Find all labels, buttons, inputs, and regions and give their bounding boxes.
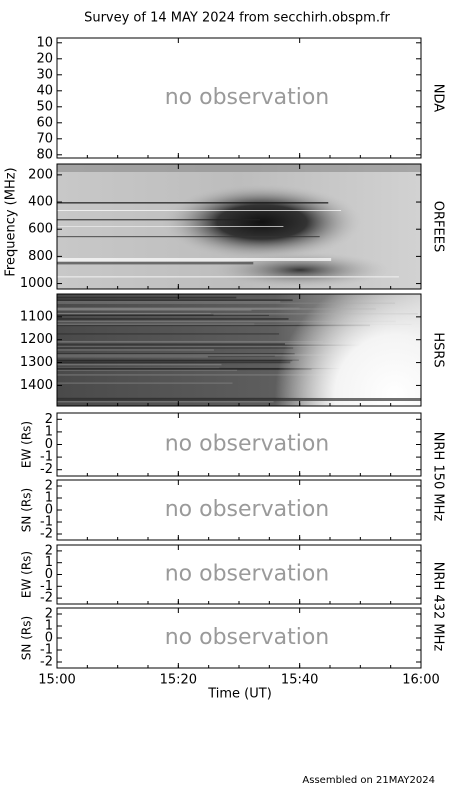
y-axis-label: EW (Rs) (20, 551, 34, 598)
y-tick-label: 1 (45, 619, 53, 634)
y-tick-label: 1 (45, 491, 53, 506)
y-tick-label: 400 (28, 195, 53, 210)
x-tick-label: 15:00 (38, 673, 75, 688)
no-observation: no observation (165, 85, 330, 110)
y-tick-label: 0 (45, 567, 53, 582)
spectrogram (57, 294, 421, 406)
y-tick-label: 50 (36, 99, 53, 114)
no-observation: no observation (165, 432, 330, 457)
instrument-label: NDA (431, 84, 446, 113)
title: Survey of 14 MAY 2024 from secchirh.obsp… (84, 11, 390, 26)
y-tick-label: 70 (36, 131, 53, 146)
y-tick-label: 1 (45, 555, 53, 570)
spectrum-line (57, 236, 320, 238)
instrument-label: ORFEES (431, 201, 446, 252)
instrument-label: NRH 150 MHz (431, 432, 446, 522)
spectrum-line (57, 202, 329, 204)
spectrum-line (57, 210, 342, 211)
y-tick-label: 10 (36, 35, 53, 50)
y-axis-label: SN (Rs) (20, 488, 34, 532)
y-tick-label: 1200 (20, 332, 53, 347)
y-tick-label: 0 (45, 503, 53, 518)
spectrogram (57, 164, 421, 289)
footer: Assembled on 21MAY2024 (302, 775, 435, 786)
y-tick-label: 600 (28, 222, 53, 237)
y-tick-label: 2 (45, 412, 53, 427)
y-axis-label: Frequency (MHz) (4, 167, 19, 276)
x-tick-label: 15:20 (160, 673, 197, 688)
spectrum-line (57, 219, 261, 221)
y-tick-label: 1400 (20, 378, 53, 393)
spectrum-band (57, 398, 421, 401)
y-tick-label: -2 (40, 462, 53, 477)
y-tick-label: 0 (45, 631, 53, 646)
spectrum-line (57, 258, 332, 261)
instrument-label: HSRS (431, 332, 446, 367)
y-tick-label: -1 (40, 643, 53, 658)
y-tick-label: 0 (45, 437, 53, 452)
y-tick-label: 1300 (20, 355, 53, 370)
no-observation: no observation (165, 562, 330, 587)
y-tick-label: 200 (28, 167, 53, 182)
y-tick-label: 2 (45, 543, 53, 558)
y-tick-label: 60 (36, 115, 53, 130)
y-tick-label: 30 (36, 67, 53, 82)
spectrum-line (57, 262, 254, 265)
x-tick-label: 15:40 (281, 673, 318, 688)
no-observation: no observation (165, 497, 330, 522)
y-tick-label: -1 (40, 515, 53, 530)
no-observation: no observation (165, 625, 330, 650)
y-tick-label: -2 (40, 527, 53, 542)
y-tick-label: -1 (40, 450, 53, 465)
y-axis-label: EW (Rs) (20, 421, 34, 468)
y-axis-label: SN (Rs) (20, 616, 34, 660)
y-tick-label: 2 (45, 607, 53, 622)
spectrum-noise (57, 164, 421, 172)
y-tick-label: -2 (40, 591, 53, 606)
y-tick-label: -1 (40, 579, 53, 594)
spectrum-line (57, 226, 284, 227)
spectrum-line (57, 276, 399, 278)
spectrum-burst (57, 294, 421, 406)
y-tick-label: 800 (28, 249, 53, 264)
y-tick-label: 1100 (20, 309, 53, 324)
y-tick-label: 2 (45, 479, 53, 494)
y-tick-label: 80 (36, 147, 53, 162)
instrument-label: NRH 432 MHz (431, 562, 446, 652)
y-tick-label: 20 (36, 51, 53, 66)
x-tick-label: 16:00 (402, 673, 439, 688)
x-axis-label: Time (UT) (207, 687, 272, 702)
y-tick-label: 40 (36, 83, 53, 98)
y-tick-label: 1000 (20, 276, 53, 291)
y-tick-label: 1 (45, 424, 53, 439)
y-tick-label: -2 (40, 655, 53, 670)
